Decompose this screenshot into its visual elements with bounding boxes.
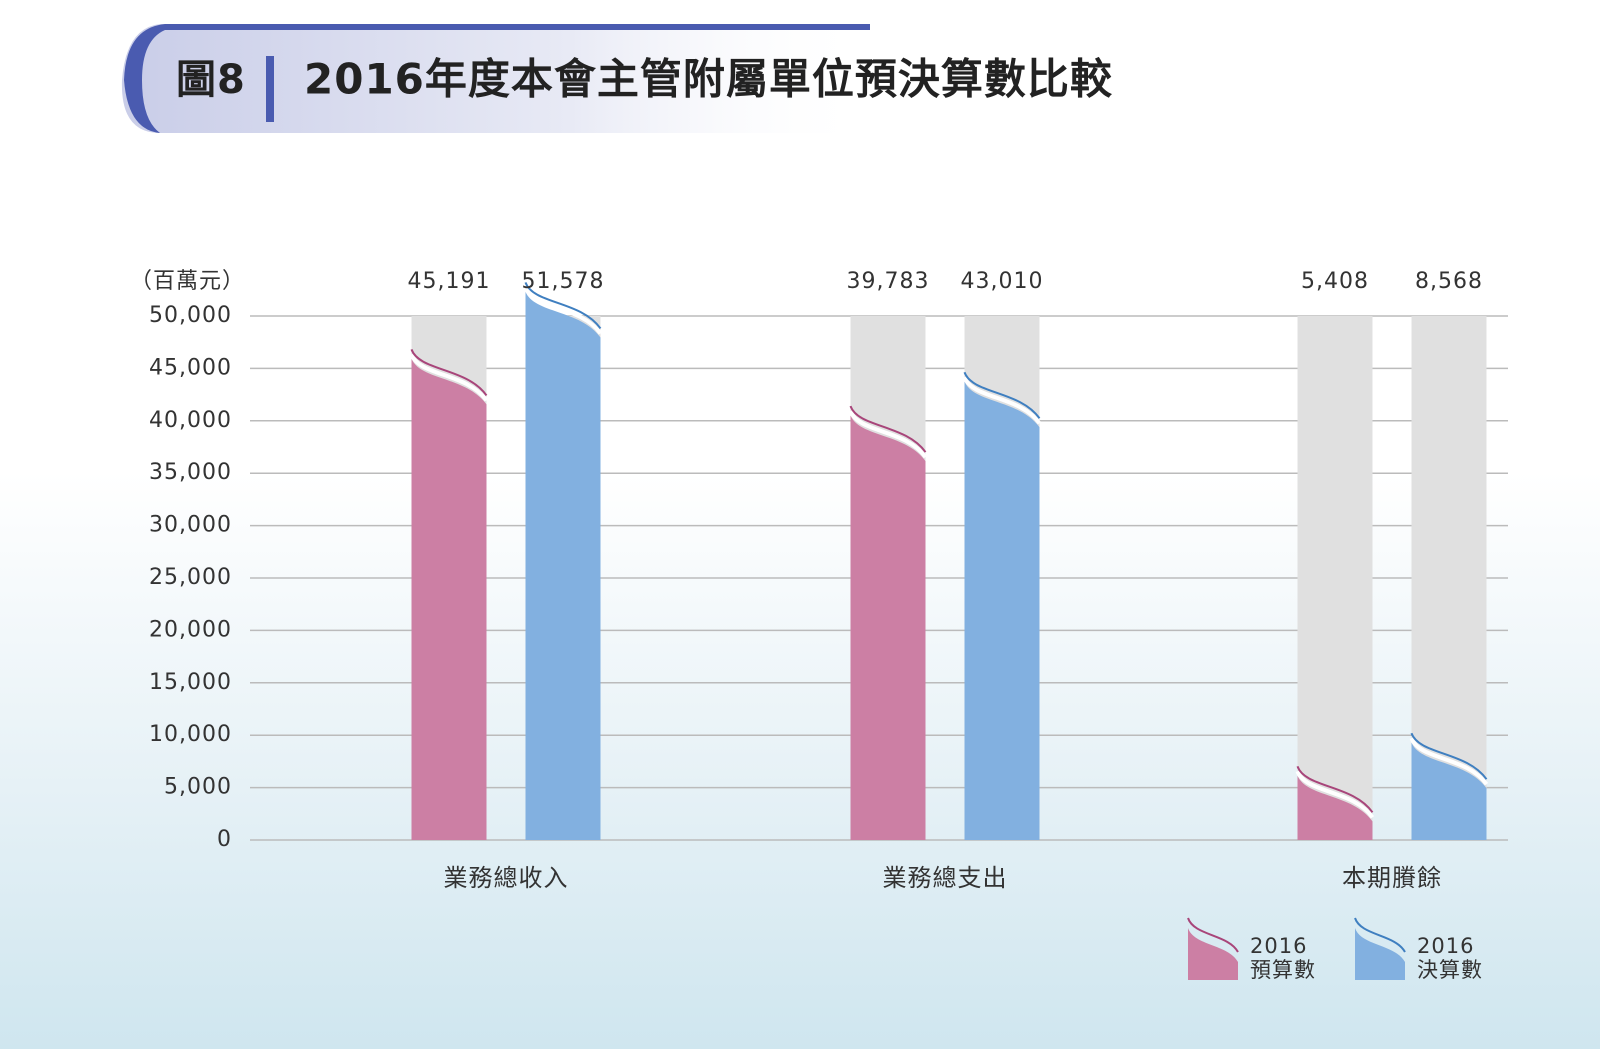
bar bbox=[1297, 775, 1373, 840]
legend-label: 2016 預算數 bbox=[1250, 934, 1316, 982]
bar-cap bbox=[523, 286, 603, 335]
value-label: 43,010 bbox=[961, 269, 1044, 294]
value-label: 51,578 bbox=[522, 269, 605, 294]
y-tick-label: 30,000 bbox=[149, 513, 232, 538]
bar-cap bbox=[1409, 737, 1489, 786]
y-tick-label: 35,000 bbox=[149, 460, 232, 485]
y-tick-label: 45,000 bbox=[149, 355, 232, 380]
value-label: 5,408 bbox=[1301, 269, 1369, 294]
bar bbox=[964, 381, 1040, 840]
y-tick-label: 10,000 bbox=[149, 722, 232, 747]
bar-cap bbox=[409, 353, 489, 402]
bar-cap bbox=[1295, 770, 1375, 819]
value-label: 45,191 bbox=[408, 269, 491, 294]
y-tick-label: 5,000 bbox=[164, 775, 232, 800]
bar-background bbox=[1297, 316, 1373, 840]
y-tick-label: 25,000 bbox=[149, 565, 232, 590]
bar-cap-line bbox=[410, 348, 488, 396]
legend-swatch-line bbox=[1354, 917, 1406, 953]
x-tick-label: 本期賸餘 bbox=[1342, 864, 1442, 892]
legend-swatch-line bbox=[1187, 917, 1239, 953]
bar-cap-line bbox=[963, 371, 1041, 419]
legend-label: 2016 決算數 bbox=[1417, 934, 1483, 982]
y-tick-label: 50,000 bbox=[149, 303, 232, 328]
bar-cap-line bbox=[849, 405, 927, 453]
bar bbox=[850, 415, 926, 840]
title-divider bbox=[266, 56, 274, 122]
bar-cap bbox=[848, 410, 928, 459]
bar bbox=[411, 358, 487, 840]
title-banner bbox=[121, 24, 870, 133]
bar-cap-line bbox=[524, 282, 602, 330]
legend-swatch bbox=[1188, 928, 1238, 980]
y-unit: （百萬元） bbox=[130, 269, 245, 294]
y-tick-label: 15,000 bbox=[149, 670, 232, 695]
y-tick-label: 20,000 bbox=[149, 617, 232, 642]
x-tick-label: 業務總支出 bbox=[883, 864, 1008, 892]
bar bbox=[1411, 742, 1487, 840]
value-label: 39,783 bbox=[847, 269, 930, 294]
bar-cap-line bbox=[1410, 732, 1488, 780]
figure-label: 圖8 bbox=[176, 57, 246, 103]
value-label: 8,568 bbox=[1415, 269, 1483, 294]
bar bbox=[525, 291, 601, 841]
bar-cap bbox=[962, 376, 1042, 425]
x-tick-label: 業務總收入 bbox=[444, 864, 569, 892]
bar-cap-line bbox=[1296, 765, 1374, 813]
legend-swatch bbox=[1355, 928, 1405, 980]
chart-title: 2016年度本會主管附屬單位預決算數比較 bbox=[304, 55, 1113, 104]
y-tick-label: 0 bbox=[217, 827, 232, 852]
y-tick-label: 40,000 bbox=[149, 408, 232, 433]
